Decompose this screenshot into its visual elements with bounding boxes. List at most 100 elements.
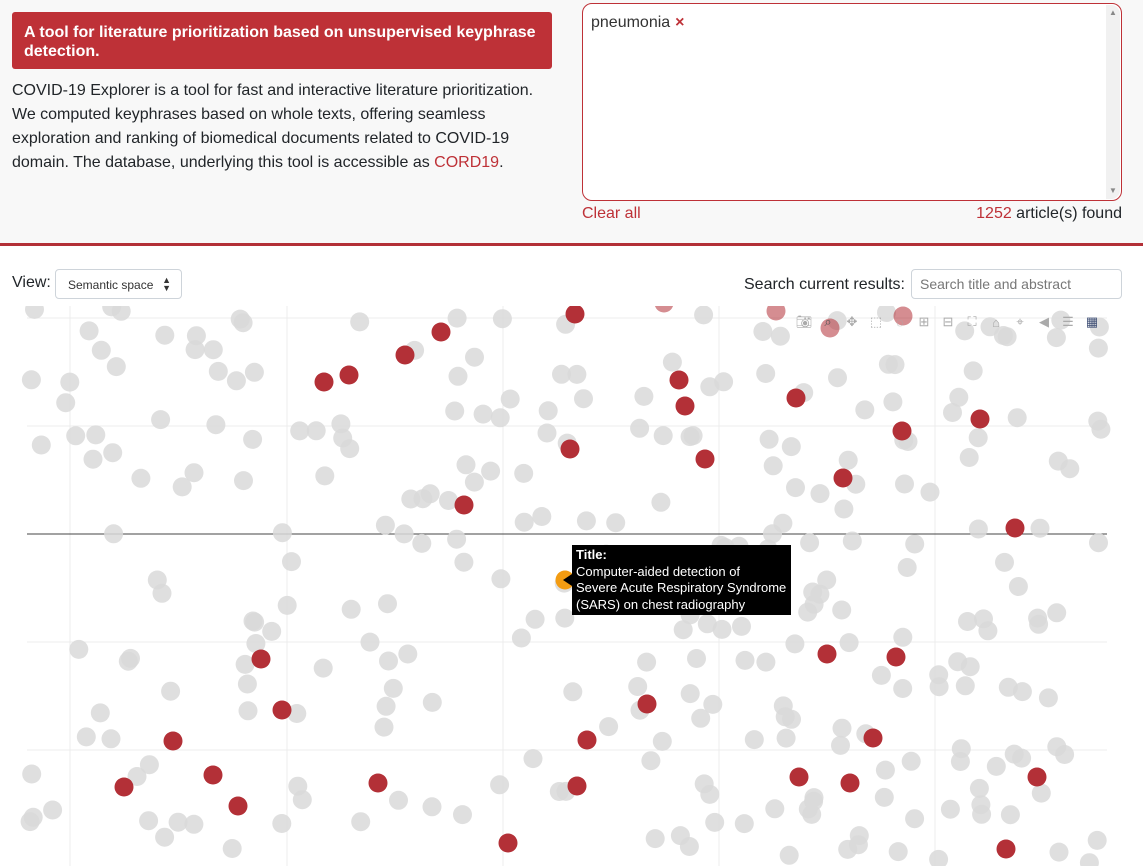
article-point[interactable]: [376, 696, 396, 716]
article-point[interactable]: [798, 602, 818, 622]
article-point[interactable]: [350, 312, 370, 332]
article-point[interactable]: [832, 718, 852, 738]
article-point[interactable]: [943, 403, 962, 422]
article-point[interactable]: [465, 347, 484, 367]
article-point[interactable]: [151, 410, 171, 430]
article-point[interactable]: [576, 511, 596, 531]
article-point[interactable]: [287, 704, 307, 723]
article-point[interactable]: [238, 701, 258, 721]
article-point[interactable]: [800, 533, 820, 553]
article-point[interactable]: [606, 513, 626, 533]
article-point[interactable]: [375, 515, 395, 535]
article-point[interactable]: [978, 621, 998, 641]
matching-article-point[interactable]: [817, 644, 837, 664]
matching-article-point[interactable]: [886, 647, 906, 667]
box-select-icon[interactable]: ⬚: [869, 314, 883, 329]
matching-article-point[interactable]: [637, 694, 657, 714]
scrollbar[interactable]: ▲ ▼: [1106, 5, 1120, 199]
article-point[interactable]: [1030, 518, 1050, 538]
article-point[interactable]: [79, 321, 99, 341]
matching-article-point[interactable]: [669, 370, 689, 390]
article-point[interactable]: [1046, 328, 1066, 348]
article-point[interactable]: [139, 811, 159, 831]
matching-article-point[interactable]: [577, 730, 597, 750]
article-point[interactable]: [226, 371, 246, 391]
article-point[interactable]: [21, 370, 41, 390]
article-point[interactable]: [972, 804, 992, 824]
article-point[interactable]: [1004, 744, 1024, 764]
article-point[interactable]: [1000, 805, 1020, 825]
article-point[interactable]: [206, 415, 226, 435]
article-point[interactable]: [447, 308, 467, 328]
article-point[interactable]: [341, 599, 361, 619]
article-point[interactable]: [756, 652, 776, 672]
clear-all-link[interactable]: Clear all: [582, 205, 641, 222]
matching-article-point[interactable]: [893, 306, 913, 326]
hover-compare-icon[interactable]: ☰: [1062, 314, 1074, 329]
article-point[interactable]: [1038, 688, 1058, 708]
article-point[interactable]: [401, 489, 421, 509]
article-point[interactable]: [131, 468, 151, 488]
article-point[interactable]: [185, 340, 205, 360]
article-point[interactable]: [555, 608, 575, 628]
article-point[interactable]: [86, 425, 106, 445]
article-point[interactable]: [525, 609, 545, 629]
article-point[interactable]: [875, 760, 895, 780]
article-point[interactable]: [950, 752, 970, 771]
zoom-in-icon[interactable]: ⊞: [918, 314, 930, 329]
matching-article-point[interactable]: [498, 833, 518, 853]
article-point[interactable]: [998, 677, 1018, 697]
article-point[interactable]: [514, 512, 534, 532]
article-point[interactable]: [641, 751, 661, 771]
matching-article-point[interactable]: [1005, 518, 1025, 538]
autoscale-icon[interactable]: ⛶: [967, 314, 977, 329]
article-point[interactable]: [514, 463, 534, 483]
article-point[interactable]: [599, 717, 619, 737]
article-point[interactable]: [235, 654, 255, 674]
article-point[interactable]: [230, 309, 250, 329]
article-point[interactable]: [464, 472, 484, 492]
article-point[interactable]: [313, 658, 333, 678]
article-point[interactable]: [993, 326, 1013, 345]
article-point[interactable]: [683, 426, 703, 446]
view-select[interactable]: Semantic space ▲ ▼: [55, 269, 182, 299]
article-point[interactable]: [147, 570, 167, 590]
search-input[interactable]: [911, 269, 1122, 299]
article-point[interactable]: [673, 620, 693, 640]
article-point[interactable]: [104, 524, 124, 544]
article-point[interactable]: [203, 340, 223, 360]
article-point[interactable]: [980, 317, 1000, 337]
article-point[interactable]: [986, 756, 1006, 776]
article-point[interactable]: [832, 600, 852, 620]
article-point[interactable]: [563, 682, 583, 702]
article-point[interactable]: [306, 421, 326, 441]
article-point[interactable]: [897, 558, 917, 577]
article-point[interactable]: [949, 387, 969, 407]
article-point[interactable]: [379, 651, 398, 671]
article-point[interactable]: [732, 616, 751, 636]
article-point[interactable]: [1089, 317, 1109, 337]
article-point[interactable]: [929, 677, 949, 697]
article-point[interactable]: [389, 790, 408, 810]
plotly-logo-icon[interactable]: ▦: [1085, 314, 1099, 329]
article-point[interactable]: [537, 423, 557, 443]
article-point[interactable]: [246, 634, 266, 653]
article-point[interactable]: [645, 829, 665, 849]
article-point[interactable]: [538, 401, 558, 421]
article-point[interactable]: [959, 448, 979, 467]
lasso-icon[interactable]: ◌: [896, 314, 904, 330]
article-point[interactable]: [473, 404, 493, 424]
semantic-space-plot[interactable]: 📷︎ ⌕ ✥ ⬚ ◌ ⊞ ⊟ ⛶ ⌂ ⌖ ◀ ☰ ▦: [0, 306, 1143, 866]
article-point[interactable]: [705, 812, 725, 832]
matching-article-point[interactable]: [695, 449, 715, 469]
article-point[interactable]: [184, 463, 204, 483]
article-point[interactable]: [91, 340, 111, 360]
article-point[interactable]: [763, 456, 783, 476]
article-point[interactable]: [775, 707, 795, 727]
scroll-down-arrow-icon[interactable]: ▼: [1109, 186, 1117, 195]
article-point[interactable]: [960, 657, 980, 677]
article-point[interactable]: [1060, 459, 1080, 479]
article-point[interactable]: [786, 478, 805, 498]
article-point[interactable]: [968, 428, 988, 448]
article-point[interactable]: [810, 584, 830, 604]
